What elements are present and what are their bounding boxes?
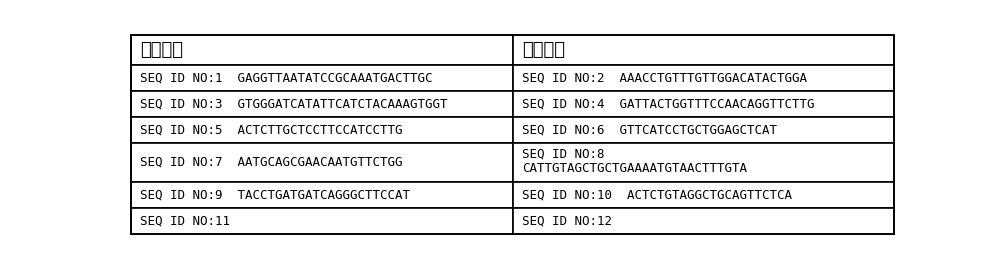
Text: SEQ ID NO:5  ACTCTTGCTCCTTCCATCCTTG: SEQ ID NO:5 ACTCTTGCTCCTTCCATCCTTG (140, 123, 403, 136)
Bar (512, 143, 894, 182)
Text: SEQ ID NO:7  AATGCAGCGAACAATGTTCTGG: SEQ ID NO:7 AATGCAGCGAACAATGTTCTGG (140, 156, 403, 169)
Text: SEQ ID NO:8: SEQ ID NO:8 (522, 147, 604, 160)
Bar (512, 117, 894, 143)
Bar (131, 65, 512, 91)
Text: SEQ ID NO:1  GAGGTTAATATCCGCAAATGACTTGC: SEQ ID NO:1 GAGGTTAATATCCGCAAATGACTTGC (140, 71, 433, 84)
Text: SEQ ID NO:12: SEQ ID NO:12 (522, 214, 612, 227)
Text: SEQ ID NO:2  AAACCTGTTTGTTGGACATACTGGA: SEQ ID NO:2 AAACCTGTTTGTTGGACATACTGGA (522, 71, 807, 84)
Text: SEQ ID NO:10  ACTCTGTAGGCTGCAGTTCTCA: SEQ ID NO:10 ACTCTGTAGGCTGCAGTTCTCA (522, 188, 792, 201)
Text: SEQ ID NO:4  GATTACTGGTTTCCAACAGGTTCTTG: SEQ ID NO:4 GATTACTGGTTTCCAACAGGTTCTTG (522, 97, 814, 110)
Bar (512, 35, 894, 65)
Bar (131, 182, 512, 208)
Text: 正向引物: 正向引物 (140, 41, 184, 59)
Text: SEQ ID NO:11: SEQ ID NO:11 (140, 214, 230, 227)
Text: 反向引物: 反向引物 (522, 41, 565, 59)
Bar (131, 117, 512, 143)
Bar (131, 91, 512, 117)
Bar (512, 182, 894, 208)
Text: SEQ ID NO:3  GTGGGATCATATTCATCTACAAAGTGGT: SEQ ID NO:3 GTGGGATCATATTCATCTACAAAGTGGT (140, 97, 448, 110)
Bar (512, 208, 894, 234)
Text: CATTGTAGCTGCTGAAAATGTAACTTTGTA: CATTGTAGCTGCTGAAAATGTAACTTTGTA (522, 161, 747, 174)
Bar (512, 91, 894, 117)
Bar (131, 208, 512, 234)
Bar (131, 143, 512, 182)
Text: SEQ ID NO:6  GTTCATCCTGCTGGAGCTCAT: SEQ ID NO:6 GTTCATCCTGCTGGAGCTCAT (522, 123, 777, 136)
Bar (131, 35, 512, 65)
Text: SEQ ID NO:9  TACCTGATGATCAGGGCTTCCAT: SEQ ID NO:9 TACCTGATGATCAGGGCTTCCAT (140, 188, 411, 201)
Bar (512, 65, 894, 91)
